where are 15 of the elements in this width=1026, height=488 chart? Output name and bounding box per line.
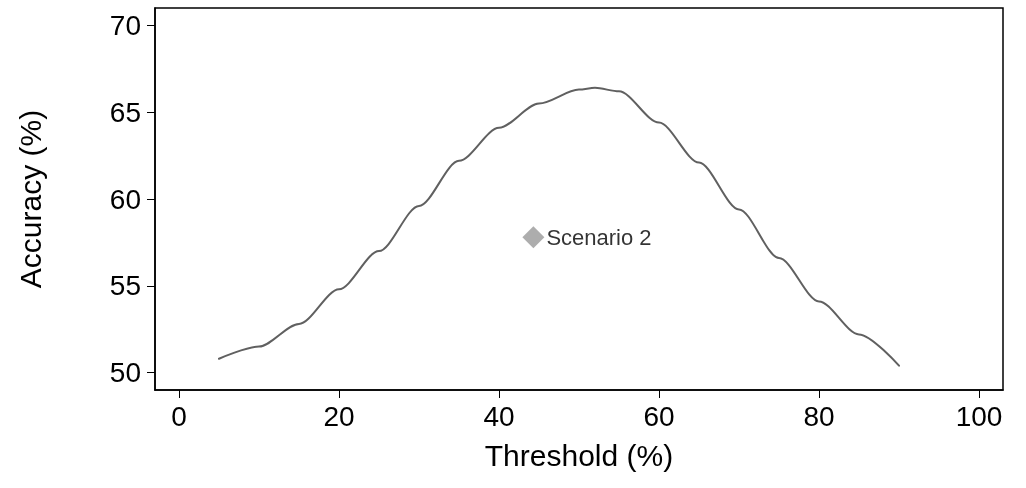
y-tick-label: 70 [109,9,141,41]
y-tick-label: 60 [109,183,141,215]
x-tick-label: 80 [803,400,835,432]
x-tick-label: 40 [483,400,515,432]
x-tick-label: 100 [955,400,1003,432]
x-tick-label: 60 [643,400,675,432]
y-tick-label: 50 [109,357,141,389]
y-tick-label: 55 [109,270,141,302]
x-tick-label: 20 [323,400,355,432]
x-axis-title: Threshold (%) [484,438,674,472]
series-label: Scenario 2 [546,224,652,250]
y-tick-label: 65 [109,96,141,128]
x-tick-label: 0 [171,400,187,432]
line-series [218,86,900,367]
y-axis-title: Accuracy (%) [13,109,47,289]
